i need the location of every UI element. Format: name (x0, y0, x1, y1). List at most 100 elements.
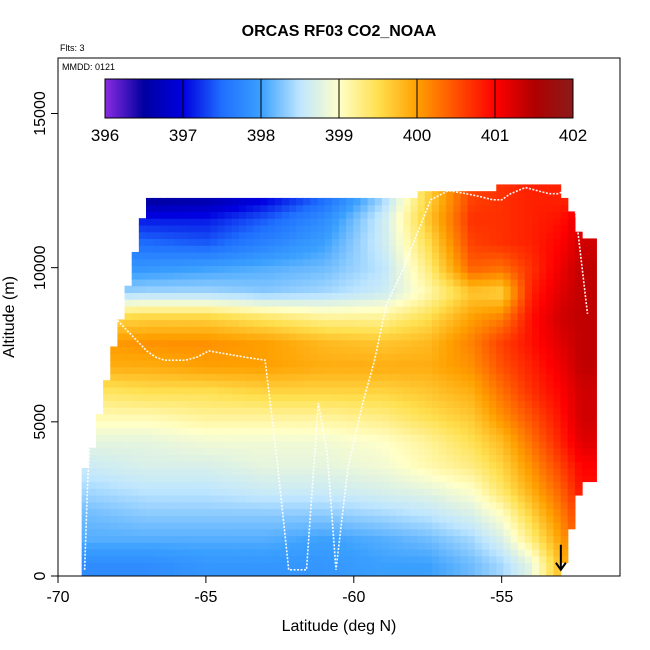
heatmap-cell (267, 251, 276, 260)
heatmap-cell (160, 238, 169, 246)
heatmap-cell (260, 488, 269, 496)
heatmap-cell (110, 420, 119, 429)
heatmap-cell (546, 251, 555, 260)
heatmap-cell (467, 413, 476, 422)
heatmap-cell (381, 353, 390, 361)
x-tick-label: -55 (490, 589, 513, 606)
heatmap-cell (367, 224, 376, 233)
heatmap-cell (160, 386, 169, 395)
heatmap-cell (410, 312, 419, 321)
heatmap-cell (517, 501, 526, 510)
heatmap-cell (231, 245, 240, 253)
heatmap-cell (339, 326, 347, 334)
heatmap-cell (574, 400, 583, 408)
heatmap-cell (210, 265, 219, 273)
heatmap-cell (489, 305, 497, 314)
heatmap-cell (481, 427, 490, 435)
heatmap-cell (288, 326, 297, 334)
heatmap-cell (546, 305, 555, 314)
heatmap-cell (453, 521, 462, 530)
heatmap-cell (567, 346, 576, 354)
heatmap-cell (553, 447, 562, 456)
heatmap-cell (553, 481, 562, 489)
heatmap-cell (389, 265, 397, 273)
heatmap-cell (260, 494, 269, 503)
heatmap-cell (424, 508, 433, 516)
heatmap-cell (260, 467, 269, 476)
heatmap-cell (582, 454, 590, 462)
heatmap-cell (510, 359, 519, 368)
heatmap-cell (210, 312, 219, 321)
heatmap-cell (217, 569, 226, 576)
heatmap-cell (524, 285, 533, 294)
heatmap-cell (489, 231, 497, 240)
heatmap-cell (117, 569, 126, 576)
heatmap-cell (339, 211, 347, 219)
heatmap-cell (231, 413, 240, 422)
heatmap-cell (410, 467, 419, 476)
heatmap-cell (396, 413, 404, 422)
heatmap-cell (296, 474, 304, 483)
heatmap-cell (467, 231, 476, 240)
heatmap-cell (517, 353, 526, 361)
heatmap-cell (174, 245, 183, 253)
heatmap-cell (210, 211, 219, 219)
heatmap-cell (146, 197, 154, 206)
heatmap-cell (546, 224, 555, 233)
heatmap-cell (188, 488, 197, 496)
heatmap-cell (453, 501, 462, 510)
heatmap-cell (224, 305, 233, 314)
heatmap-cell (567, 386, 576, 395)
heatmap-cell (381, 461, 390, 469)
heatmap-cell (138, 481, 147, 489)
heatmap-cell (424, 562, 433, 570)
heatmap-cell (217, 515, 226, 523)
heatmap-cell (574, 474, 583, 483)
heatmap-cell (560, 488, 569, 496)
heatmap-cell (110, 393, 119, 402)
heatmap-cell (439, 312, 447, 321)
heatmap-cell (260, 224, 269, 233)
heatmap-cell (167, 474, 176, 483)
heatmap-cell (503, 420, 512, 429)
heatmap-cell (439, 238, 447, 246)
heatmap-cell (346, 535, 354, 543)
heatmap-cell (153, 481, 161, 489)
heatmap-cell (124, 332, 133, 341)
heatmap-cell (253, 204, 261, 213)
heatmap-cell (481, 380, 490, 388)
heatmap-cell (246, 488, 254, 496)
heatmap-cell (367, 393, 376, 402)
heatmap-cell (260, 319, 269, 327)
heatmap-cell (389, 528, 397, 537)
heatmap-cell (453, 447, 462, 456)
heatmap-cell (560, 400, 569, 408)
heatmap-cell (203, 542, 211, 550)
heatmap-cell (174, 474, 183, 483)
heatmap-cell (331, 292, 340, 300)
heatmap-cell (367, 332, 376, 341)
heatmap-cell (224, 481, 233, 489)
heatmap-cell (589, 278, 597, 287)
heatmap-cell (246, 231, 254, 240)
heatmap-cell (403, 481, 412, 489)
heatmap-cell (446, 265, 454, 273)
heatmap-cell (453, 555, 462, 564)
heatmap-cell (317, 332, 326, 341)
heatmap-cell (481, 447, 490, 456)
heatmap-cell (267, 440, 276, 449)
heatmap-cell (153, 508, 161, 516)
heatmap-cell (496, 292, 505, 300)
heatmap-cell (246, 366, 254, 375)
heatmap-cell (467, 204, 476, 213)
heatmap-cell (439, 454, 447, 462)
heatmap-cell (532, 562, 540, 570)
heatmap-cell (153, 467, 161, 476)
heatmap-cell (546, 488, 555, 496)
heatmap-cell (460, 393, 469, 402)
heatmap-cell (503, 501, 512, 510)
heatmap-cell (138, 251, 147, 260)
heatmap-cell (410, 245, 419, 253)
heatmap-cell (274, 231, 283, 240)
heatmap-cell (474, 245, 483, 253)
